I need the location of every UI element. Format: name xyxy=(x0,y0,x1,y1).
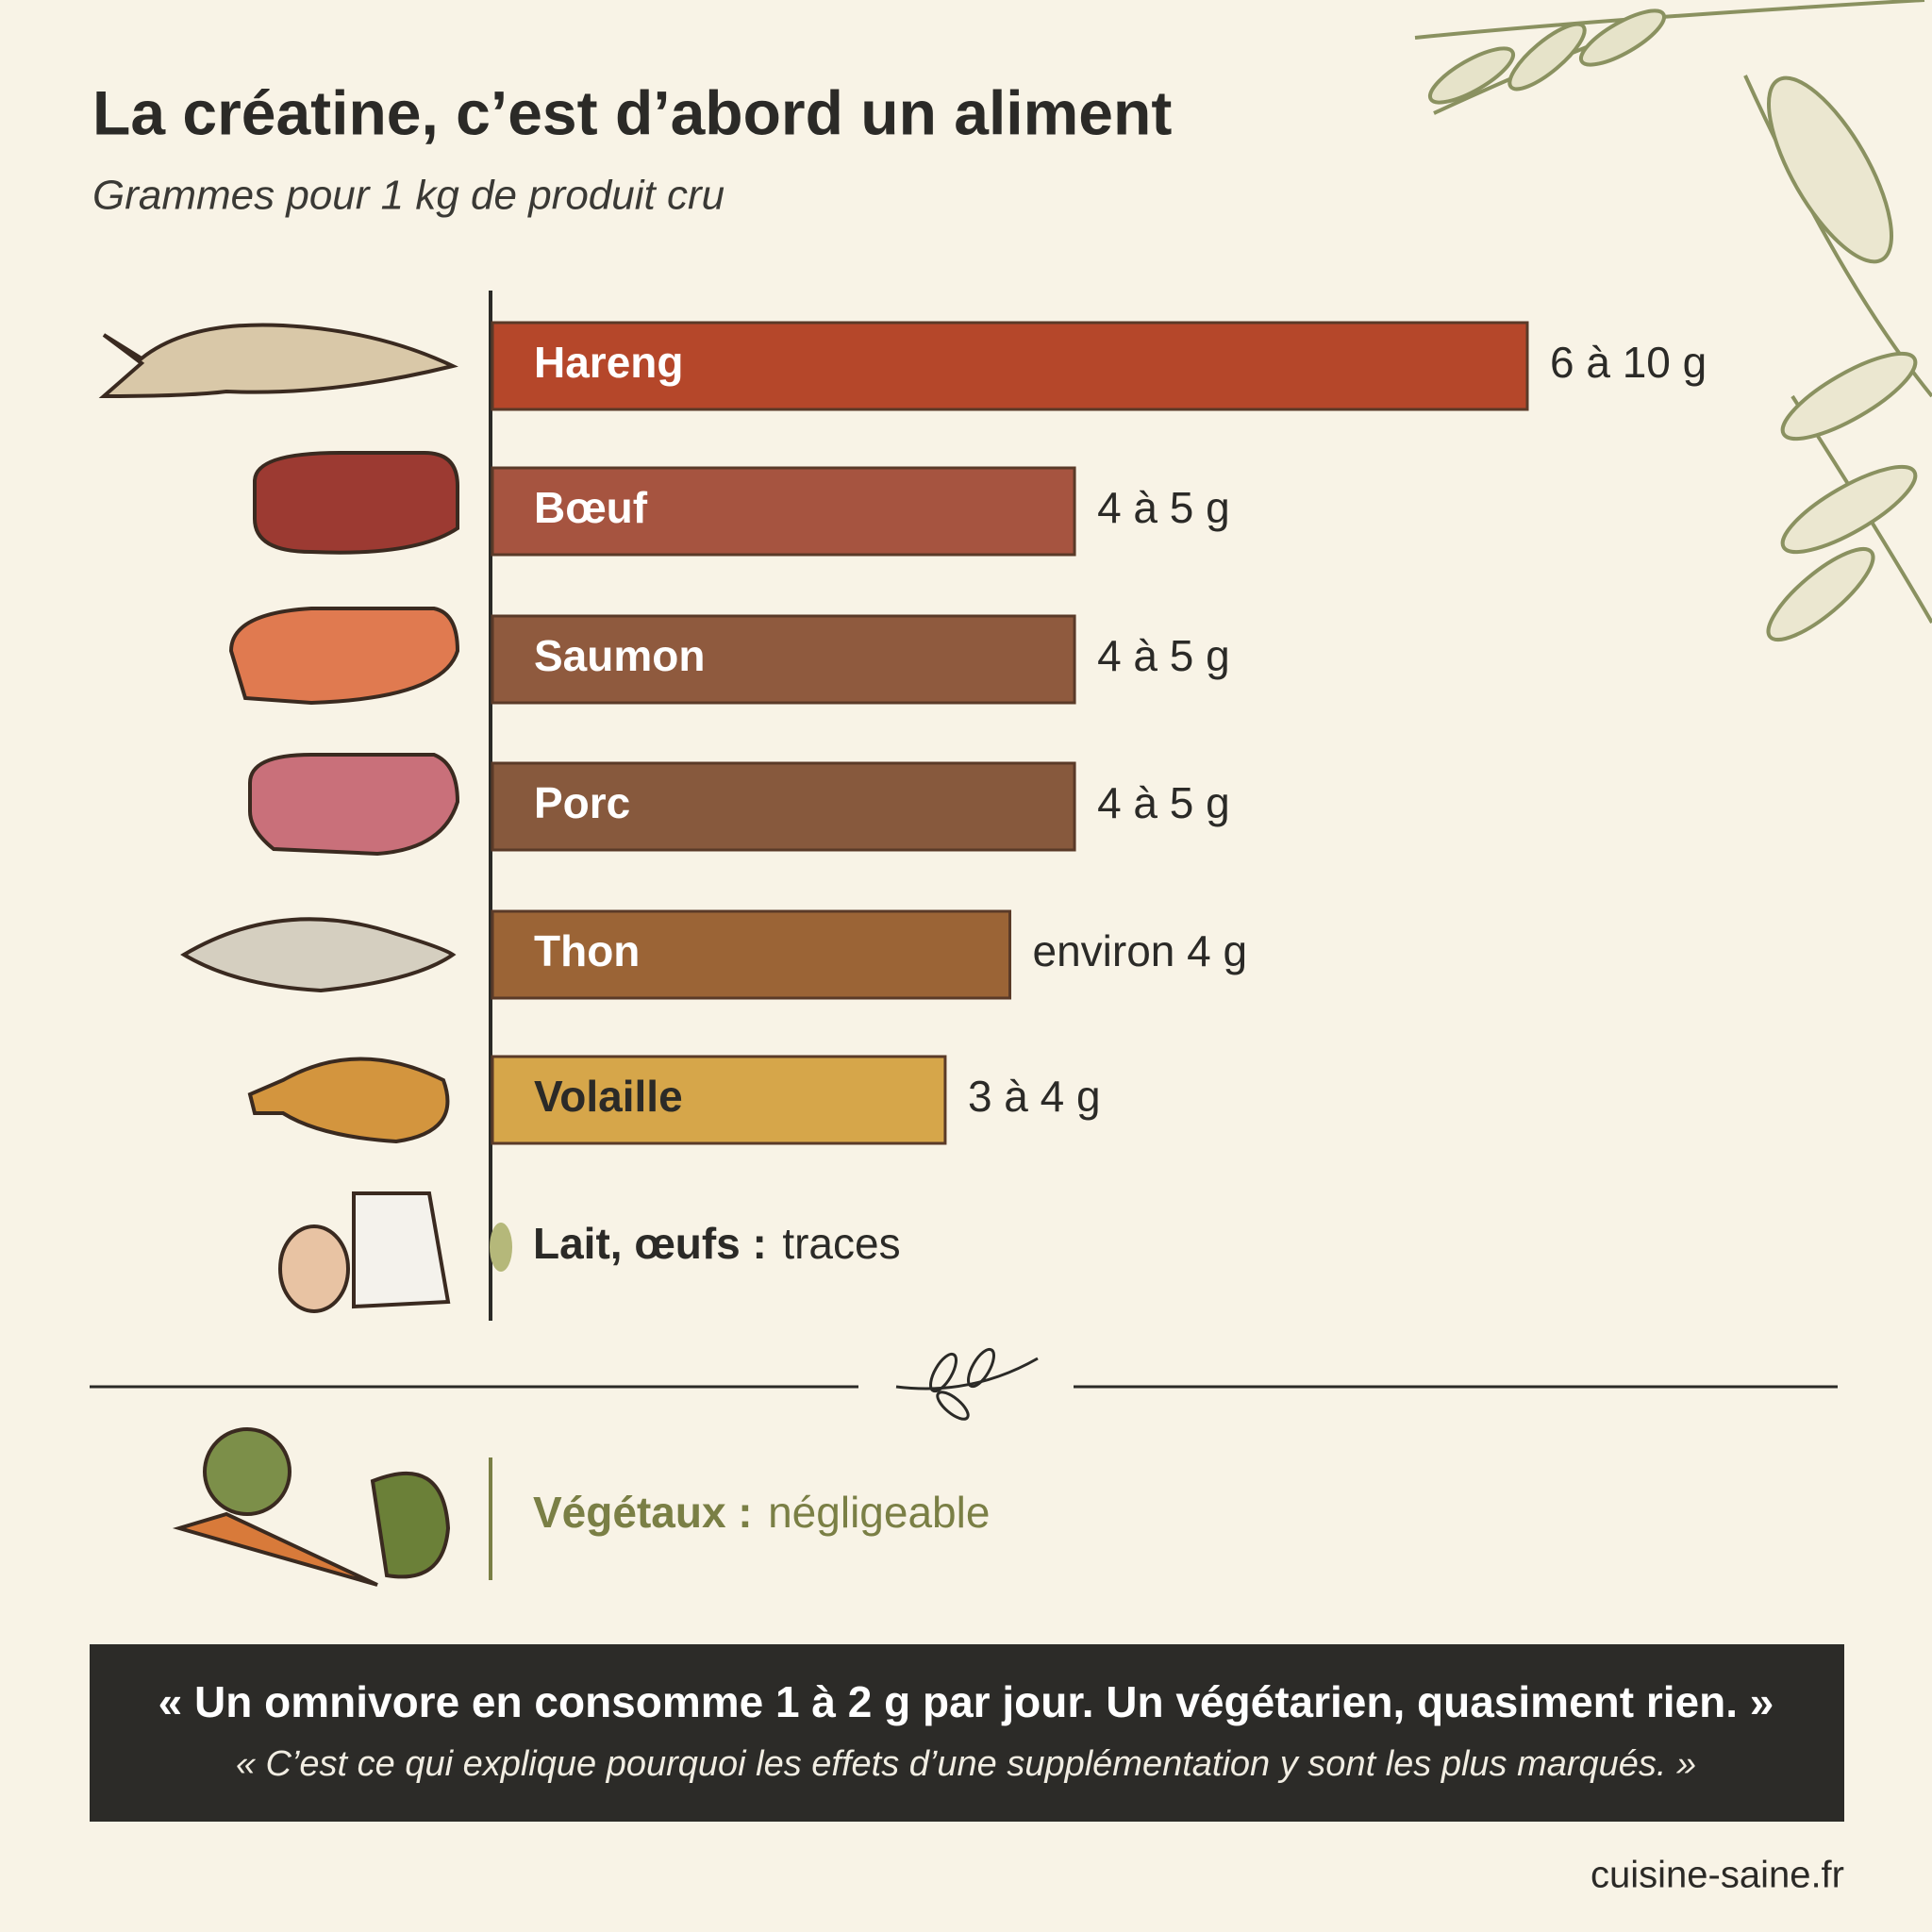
value-label: 4 à 5 g xyxy=(1097,631,1230,680)
bar-label: Porc xyxy=(534,778,630,827)
bar xyxy=(491,761,1076,852)
value-label: 4 à 5 g xyxy=(1097,483,1230,532)
quote: « Un omnivore en consomme 1 à 2 g par jo… xyxy=(158,1677,1774,1726)
note: Végétaux : négligeable xyxy=(533,1488,990,1537)
note-text: traces xyxy=(782,1219,900,1268)
bar-label: Bœuf xyxy=(534,483,648,532)
leaf-decoration xyxy=(1414,0,1932,642)
divider xyxy=(90,1347,1838,1421)
bar-label: Thon xyxy=(534,926,640,975)
value-label: 4 à 5 g xyxy=(1097,778,1230,827)
bar xyxy=(491,909,1011,1000)
bar xyxy=(491,1055,947,1145)
bar xyxy=(491,614,1076,705)
source: cuisine-saine.fr xyxy=(1591,1855,1844,1896)
value-label: 6 à 10 g xyxy=(1550,338,1707,387)
note-label: Végétaux : xyxy=(533,1488,753,1537)
chart-subtitle: Grammes pour 1 kg de produit cru xyxy=(92,173,724,219)
traces-marker xyxy=(490,1223,512,1272)
note: Lait, œufs : traces xyxy=(533,1219,901,1268)
bar-label: Volaille xyxy=(534,1072,683,1121)
note-text: négligeable xyxy=(768,1488,990,1537)
value-label: 3 à 4 g xyxy=(968,1072,1101,1121)
bar-label: Saumon xyxy=(534,631,705,680)
bar-label: Hareng xyxy=(534,338,683,387)
chart-title: La créatine, c’est d’abord un aliment xyxy=(92,77,1172,147)
food-icons xyxy=(98,323,460,1587)
quote-detail: « C’est ce qui explique pourquoi les eff… xyxy=(236,1744,1696,1784)
quote-banner xyxy=(90,1644,1844,1822)
bar xyxy=(491,466,1076,557)
note-label: Lait, œufs : xyxy=(533,1219,767,1268)
bar xyxy=(491,321,1529,411)
value-label: environ 4 g xyxy=(1033,926,1248,975)
